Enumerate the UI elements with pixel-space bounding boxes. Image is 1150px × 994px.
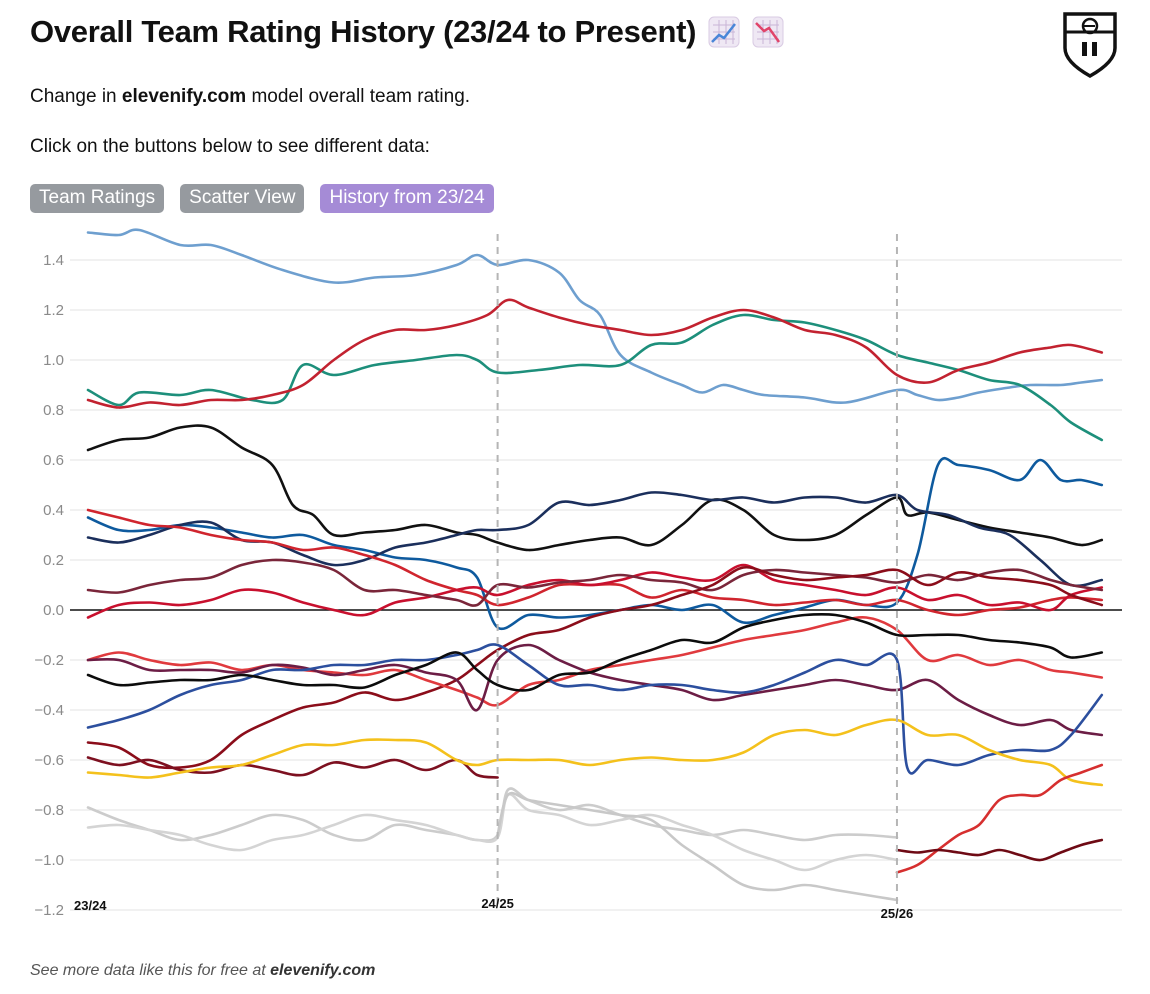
y-tick-label: −0.6 — [34, 752, 64, 769]
y-tick-label: 0.6 — [43, 452, 64, 469]
subtitle-suffix: model overall team rating. — [246, 86, 471, 107]
chart-decreasing-icon — [752, 16, 784, 48]
history-button[interactable]: History from 23/24 — [320, 184, 494, 213]
series-line — [895, 763, 1104, 874]
y-tick-label: −0.2 — [34, 652, 64, 669]
instruction-text: Click on the buttons below to see differ… — [30, 136, 430, 157]
subtitle-site: elevenify.com — [121, 86, 247, 107]
line-layer — [86, 228, 1104, 902]
series-line — [86, 563, 1104, 619]
chart-increasing-icon — [708, 16, 740, 48]
y-tick-label: 0.4 — [43, 502, 64, 519]
series-line — [86, 615, 1104, 707]
season-label: 24/25 — [481, 896, 514, 911]
team-ratings-button[interactable]: Team Ratings — [30, 184, 165, 213]
rating-history-chart: 1.4 1.2 1.0 0.8 0.6 0.4 0.2 0.0 −0.2 −0.4 −0.6 −0.8… — [34, 228, 1122, 921]
season-label: 23/24 — [74, 898, 107, 913]
subtitle-prefix: Change in — [30, 86, 122, 107]
series-line — [86, 565, 1104, 770]
series-line — [86, 298, 1104, 409]
y-tick-label: 1.2 — [43, 302, 64, 319]
page-title: Overall Team Rating History (23/24 to Pr… — [30, 14, 784, 50]
title-text: Overall Team Rating History (23/24 to Pr… — [30, 14, 697, 49]
series-line — [86, 787, 899, 842]
season-marker-layer: 23/24 24/25 25/26 — [74, 234, 913, 921]
series-line — [86, 792, 899, 872]
series-line — [86, 508, 1104, 617]
y-tick-label: −1.0 — [34, 852, 64, 869]
series-line — [86, 558, 1104, 607]
series-line — [86, 612, 1104, 692]
y-tick-label: −0.8 — [34, 802, 64, 819]
subtitle: Change in elevenify.com model overall te… — [30, 86, 470, 108]
scatter-view-button[interactable]: Scatter View — [180, 184, 305, 213]
y-tick-label: 0.2 — [43, 552, 64, 569]
view-buttons: Team Ratings Scatter View History from 2… — [30, 184, 494, 213]
series-line — [496, 791, 899, 902]
series-line — [86, 228, 1104, 405]
series-line — [86, 643, 1104, 775]
series-line — [86, 456, 1104, 631]
y-tick-label: 1.4 — [43, 252, 64, 269]
y-tick-label: 0.8 — [43, 402, 64, 419]
y-tick-label: 1.0 — [43, 352, 64, 369]
footer-site[interactable]: elevenify.com — [270, 962, 376, 979]
series-line — [86, 313, 1104, 442]
y-tick-label: −0.4 — [34, 702, 64, 719]
series-line — [86, 643, 1104, 737]
series-line — [895, 838, 1104, 862]
series-line — [86, 756, 499, 779]
y-tick-label: −1.2 — [34, 902, 64, 919]
series-line — [86, 718, 1104, 787]
elevenify-shield-logo — [1063, 12, 1117, 79]
footer-prefix: See more data like this for free at — [30, 962, 271, 979]
footer: See more data like this for free at elev… — [30, 962, 375, 980]
season-label: 25/26 — [881, 906, 914, 921]
y-tick-label: 0.0 — [43, 602, 64, 619]
